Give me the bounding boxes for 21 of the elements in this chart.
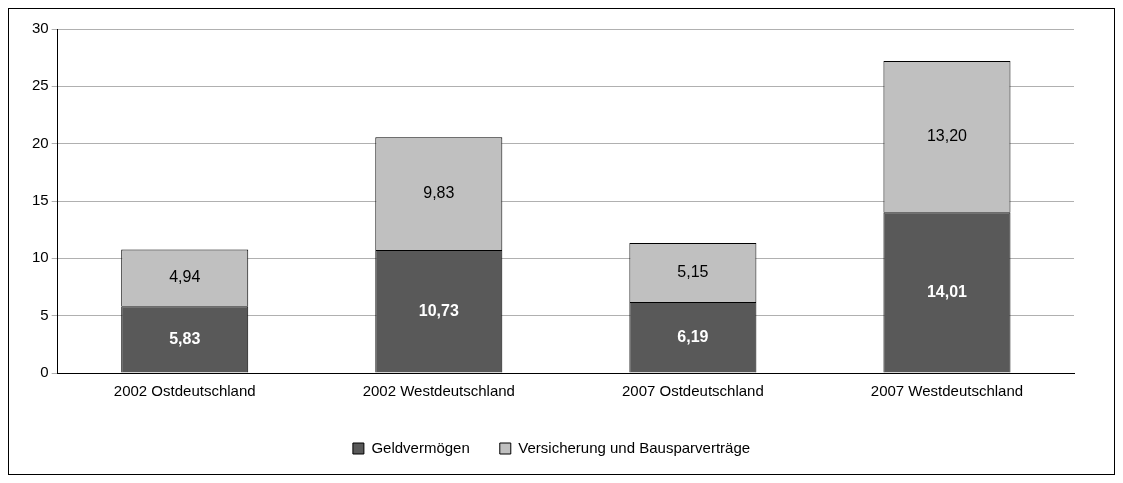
x-tick-label: 2007 Ostdeutschland — [621, 382, 764, 400]
y-tick-label: 15 — [32, 191, 49, 209]
x-tick-label: 2002 Ostdeutschland — [113, 382, 256, 400]
x-tick-label: 2002 Westdeutschland — [362, 382, 515, 400]
y-tick-label: 20 — [32, 133, 49, 151]
legend-label: Versicherung und Bausparverträge — [518, 438, 751, 456]
data-label: 14,01 — [926, 282, 968, 300]
y-tick-label: 10 — [32, 248, 49, 266]
data-label: 10,73 — [418, 301, 459, 319]
x-tick-label: 2007 Westdeutschland — [870, 382, 1024, 400]
y-tick-label: 30 — [32, 19, 49, 37]
data-label: 13,20 — [926, 127, 968, 145]
data-label: 5,15 — [677, 262, 709, 280]
data-label: 4,94 — [169, 268, 201, 286]
data-label: 5,83 — [169, 329, 201, 347]
y-tick-label: 25 — [32, 76, 49, 94]
data-label: 9,83 — [423, 184, 455, 202]
y-tick-label: 5 — [40, 305, 49, 323]
data-label: 6,19 — [677, 327, 709, 345]
legend-label: Geldvermögen — [371, 438, 470, 456]
y-tick-label: 0 — [40, 363, 49, 381]
